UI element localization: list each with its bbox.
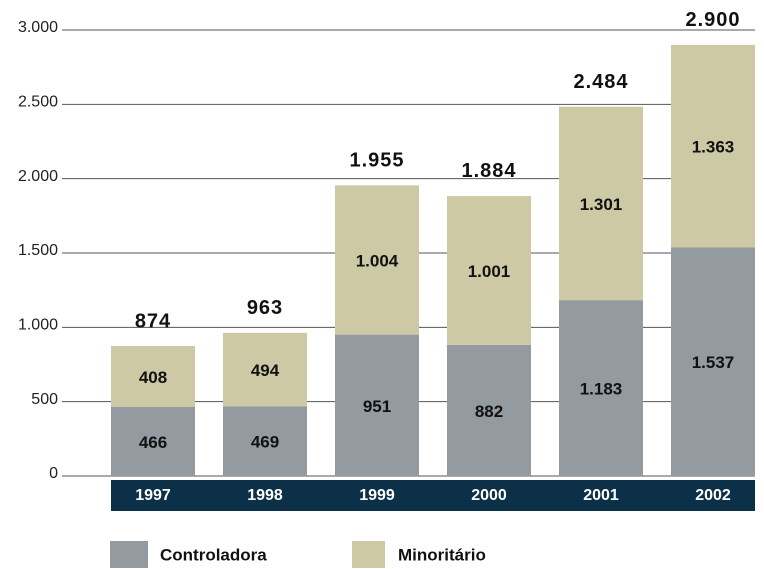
- legend-swatch: [352, 541, 385, 568]
- y-tick-label: 2.000: [18, 168, 58, 185]
- total-label: 2.900: [685, 9, 740, 31]
- total-label: 2.484: [573, 71, 628, 93]
- legend-swatch: [110, 541, 148, 568]
- bar-segment: [671, 44, 755, 248]
- bar-segment: [671, 247, 755, 476]
- data-label: 1.001: [468, 262, 511, 281]
- total-label: 1.955: [349, 150, 404, 172]
- total-label: 874: [135, 310, 171, 332]
- y-tick-label: 1.500: [18, 242, 58, 259]
- bar-segment: [335, 185, 419, 335]
- x-tick-label: 2001: [583, 487, 619, 504]
- x-tick-label: 1999: [359, 487, 395, 504]
- data-label: 469: [251, 433, 279, 452]
- y-tick-label: 3.000: [18, 19, 58, 36]
- x-tick-label: 1997: [135, 487, 171, 504]
- bar-segment: [223, 332, 307, 407]
- bar-segment: [559, 106, 643, 301]
- data-label: 1.004: [356, 251, 399, 270]
- bar-segment: [447, 196, 531, 345]
- data-label: 1.183: [580, 380, 623, 399]
- data-label: 408: [139, 368, 167, 387]
- y-tick-label: 1.000: [18, 317, 58, 334]
- bar-segment: [447, 344, 531, 476]
- bar-segment: [223, 406, 307, 476]
- data-label: 882: [475, 402, 503, 421]
- y-tick-label: 2.500: [18, 94, 58, 111]
- data-label: 1.301: [580, 195, 623, 214]
- legend-label: Minoritário: [398, 545, 486, 564]
- total-label: 1.884: [461, 160, 516, 182]
- data-label: 951: [363, 397, 391, 416]
- y-tick-label: 0: [49, 465, 58, 482]
- data-label: 1.537: [692, 353, 735, 372]
- data-label: 466: [139, 433, 167, 452]
- legend-label: Controladora: [160, 545, 267, 564]
- data-label: 1.363: [692, 138, 735, 157]
- total-label: 963: [247, 297, 283, 319]
- y-tick-label: 500: [31, 391, 58, 408]
- x-tick-label: 2000: [471, 487, 507, 504]
- bar-segment: [111, 346, 195, 407]
- bar-segment: [335, 334, 419, 476]
- x-tick-label: 1998: [247, 487, 283, 504]
- data-label: 494: [251, 361, 280, 380]
- bar-segment: [559, 300, 643, 476]
- category-band: [111, 480, 755, 511]
- bar-segment: [111, 406, 195, 476]
- x-tick-label: 2002: [695, 487, 731, 504]
